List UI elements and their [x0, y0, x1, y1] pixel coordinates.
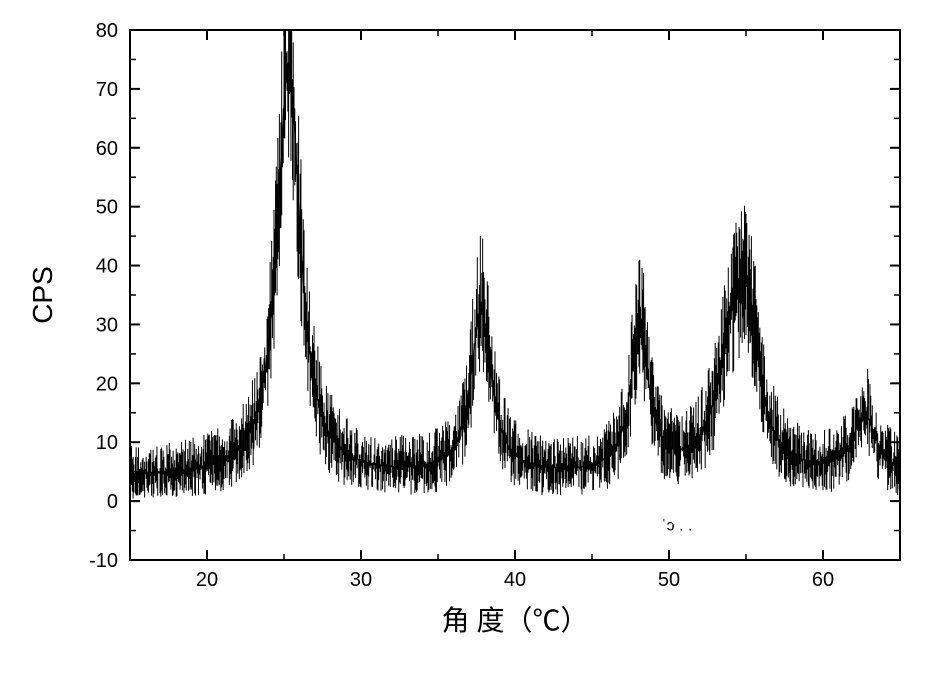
- chart-svg: -10 0 10 20 30 40 50 60 70 80 20 30 40 50 60 CPS 角 度（…: [0, 0, 931, 685]
- x-tick-label: 30: [350, 569, 372, 591]
- y-tick-label: 80: [96, 20, 118, 42]
- y-tick-label: 40: [96, 256, 118, 278]
- x-tick-label: 40: [504, 569, 526, 591]
- x-tick-label: 60: [812, 569, 834, 591]
- chart-background: [0, 0, 931, 685]
- y-tick-label: 50: [96, 197, 118, 219]
- y-tick-label: 60: [96, 138, 118, 160]
- stray-mark: ˈɔ . .: [661, 518, 692, 535]
- y-tick-label: -10: [89, 550, 118, 572]
- x-axis-label: 角 度（℃）: [441, 605, 588, 637]
- y-axis-label: CPS: [27, 266, 58, 324]
- y-tick-label: 0: [107, 491, 118, 513]
- y-tick-label: 70: [96, 79, 118, 101]
- y-tick-label: 30: [96, 314, 118, 336]
- xrd-chart: -10 0 10 20 30 40 50 60 70 80 20 30 40 50 60 CPS 角 度（…: [0, 0, 931, 685]
- x-tick-label: 20: [196, 569, 218, 591]
- y-tick-label: 20: [96, 373, 118, 395]
- y-tick-label: 10: [96, 432, 118, 454]
- x-tick-label: 50: [658, 569, 680, 591]
